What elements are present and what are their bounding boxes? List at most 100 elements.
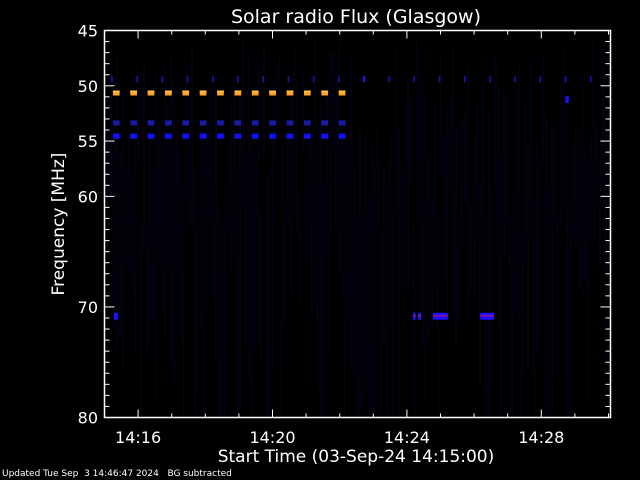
background-streak <box>251 126 253 415</box>
background-streak <box>125 166 127 267</box>
background-streak <box>539 157 541 334</box>
background-streak <box>308 116 310 224</box>
background-streak <box>473 142 475 293</box>
background-streak <box>344 143 346 415</box>
dim-blue-dash-mark <box>199 120 207 126</box>
background-streak <box>422 82 424 348</box>
background-streak <box>170 51 172 363</box>
x-tick-label: 14:20 <box>249 428 295 447</box>
background-streak <box>155 69 157 396</box>
dim-blue-dash-mark <box>165 120 172 126</box>
spike-mark <box>363 76 366 83</box>
background-streak <box>290 91 292 294</box>
background-streak <box>377 123 379 223</box>
background-streak <box>548 186 550 415</box>
background-streak <box>410 98 412 184</box>
burst-core <box>565 98 569 101</box>
background-streak <box>554 123 556 226</box>
x-tick-label: 14:16 <box>115 428 161 447</box>
background-streak <box>284 204 286 321</box>
spike-mark <box>338 76 340 83</box>
background-streak <box>341 123 343 298</box>
spike-mark <box>514 76 516 83</box>
background-streak <box>470 205 472 293</box>
spike-mark <box>237 76 239 83</box>
background-streak <box>119 153 121 337</box>
dim-blue-dash-mark <box>234 120 242 126</box>
background-streak <box>272 81 274 370</box>
background-streak <box>233 78 235 257</box>
background-streak <box>254 152 256 351</box>
background-streak <box>164 66 166 340</box>
orange-dash-mark <box>130 90 137 96</box>
orange-dash-highlight <box>234 90 242 93</box>
orange-dash-mark <box>251 90 259 96</box>
background-streak <box>134 147 136 350</box>
background-streak <box>461 116 463 253</box>
background-streak <box>530 60 532 238</box>
background-streak <box>587 152 589 399</box>
background-streak <box>428 155 430 335</box>
burst-core <box>412 314 416 317</box>
background-streak <box>479 181 481 386</box>
blue-dash-mark <box>234 133 242 139</box>
background-streak <box>278 51 280 138</box>
background-streak <box>332 52 334 150</box>
background-streak <box>167 105 169 274</box>
background-streak <box>302 68 304 149</box>
background-streak <box>200 123 202 328</box>
background-streak <box>122 92 124 368</box>
dim-blue-dash-mark <box>112 120 120 126</box>
background-streak <box>149 119 151 337</box>
background-streak <box>287 134 289 228</box>
dim-blue-dash-mark <box>338 120 346 126</box>
background-streak <box>146 226 148 354</box>
blue-dash-mark <box>165 133 172 139</box>
orange-dash-mark <box>321 90 329 96</box>
background-streak <box>350 59 352 365</box>
burst-core <box>113 314 118 317</box>
background-streak <box>389 135 391 327</box>
background-streak <box>329 50 331 352</box>
orange-dash-mark <box>147 90 155 96</box>
x-axis-label: Start Time (03-Sep-24 14:15:00) <box>218 447 495 467</box>
orange-dash-highlight <box>338 90 346 93</box>
spike-mark <box>212 76 214 83</box>
background-streak <box>386 185 388 415</box>
background-streak <box>398 128 400 415</box>
background-streak <box>551 125 553 415</box>
background-streak <box>362 212 364 397</box>
spike-mark <box>388 76 390 83</box>
background-streak <box>107 133 109 354</box>
background-streak <box>476 104 478 243</box>
background-streak <box>140 223 142 415</box>
background-streak <box>281 142 283 415</box>
y-tick-label: 55 <box>78 132 98 151</box>
background-streak <box>524 102 526 267</box>
dim-blue-dash-mark <box>303 120 311 126</box>
background-streak <box>224 184 226 415</box>
background-streak <box>431 201 433 327</box>
orange-dash-highlight <box>251 90 259 93</box>
background-streak <box>263 40 265 159</box>
background-streak <box>161 144 163 308</box>
background-streak <box>557 213 559 380</box>
orange-dash-highlight <box>269 90 276 93</box>
orange-dash-highlight <box>112 90 120 93</box>
dim-blue-dash-mark <box>182 120 190 126</box>
orange-dash-mark <box>303 90 311 96</box>
background-streak <box>227 146 229 233</box>
blue-dash-mark <box>269 133 276 139</box>
background-streak <box>353 167 355 373</box>
background-streak <box>434 104 436 289</box>
background-streak <box>596 127 598 209</box>
plot-frame <box>103 29 612 419</box>
background-streak <box>500 153 502 415</box>
orange-dash-highlight <box>147 90 155 93</box>
orange-dash-highlight <box>165 90 172 93</box>
y-tick-label: 50 <box>78 77 98 96</box>
background-streak <box>197 226 199 388</box>
background-streak <box>317 125 319 391</box>
y-axis-label: Frequency [MHz] <box>49 153 69 296</box>
